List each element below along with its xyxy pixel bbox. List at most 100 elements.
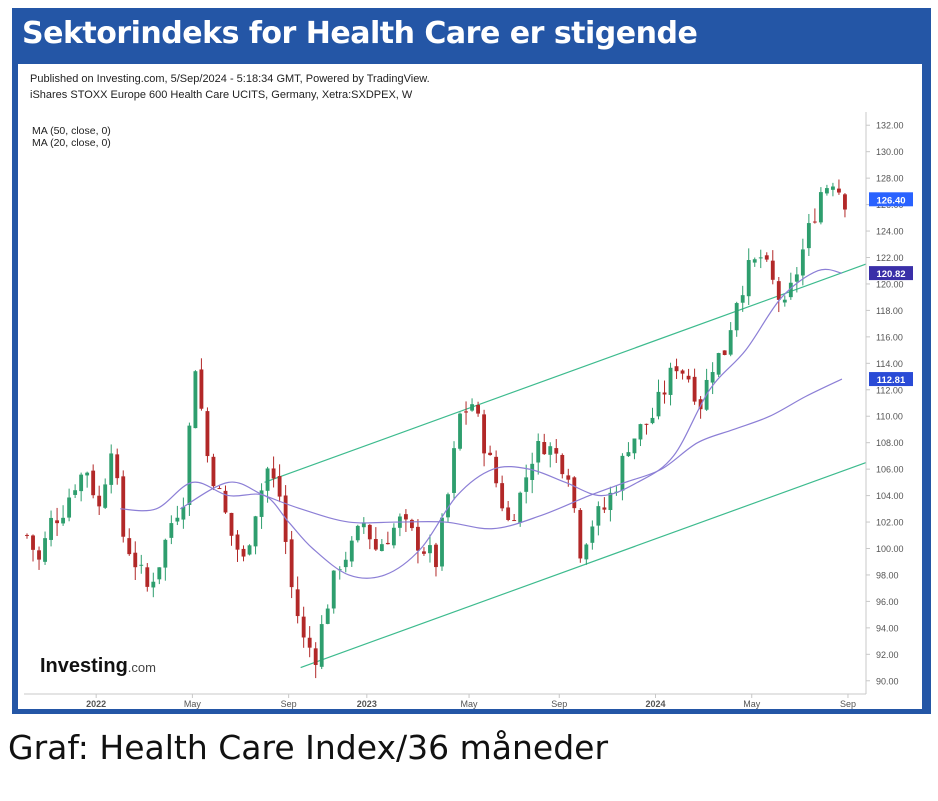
y-tick-label: 132.00 xyxy=(876,121,904,131)
candle-body xyxy=(566,475,571,480)
y-tick-label: 130.00 xyxy=(876,147,904,157)
candle-body xyxy=(843,194,847,210)
x-tick-label: 2022 xyxy=(86,699,106,709)
candle-body xyxy=(632,438,637,454)
y-tick-label: 124.00 xyxy=(876,227,904,237)
y-tick-label: 110.00 xyxy=(876,412,903,422)
candle-body xyxy=(680,370,685,374)
price-badge xyxy=(869,192,913,207)
candle-body xyxy=(31,535,35,550)
candle-body xyxy=(361,522,366,528)
candle-body xyxy=(169,523,174,538)
candle-body xyxy=(782,299,787,303)
candle-body xyxy=(470,404,474,411)
y-tick-label: 100.00 xyxy=(876,544,904,554)
candle-body xyxy=(127,538,132,555)
candle-body xyxy=(548,446,553,455)
candle-body xyxy=(686,375,691,380)
candle-body xyxy=(235,534,240,550)
candle-body xyxy=(217,488,222,490)
y-tick-label: 102.00 xyxy=(876,518,904,528)
x-tick-label: Sep xyxy=(281,699,297,709)
candle-body xyxy=(602,507,607,510)
candle-body xyxy=(55,520,60,524)
price-badge-label: 112.81 xyxy=(877,375,906,386)
candle-body xyxy=(674,366,679,372)
chart-header-published: Published on Investing.com, 5/Sep/2024 -… xyxy=(30,73,430,85)
candle-body xyxy=(818,192,823,223)
y-tick-label: 122.00 xyxy=(876,253,904,263)
candle-body xyxy=(379,544,384,552)
candle-body xyxy=(391,527,396,546)
candle-body xyxy=(530,463,535,480)
candle-body xyxy=(109,453,114,485)
candle-body xyxy=(385,542,390,545)
candle-body xyxy=(512,520,517,522)
candle-body xyxy=(145,567,150,587)
candle-body xyxy=(560,454,565,475)
candle-body xyxy=(115,454,120,479)
candle-body xyxy=(806,223,811,249)
y-tick-label: 106.00 xyxy=(876,465,904,475)
candle-body xyxy=(494,456,499,484)
candle-body xyxy=(373,539,378,550)
candle-body xyxy=(710,372,715,383)
candle-body xyxy=(175,517,180,522)
candle-body xyxy=(644,423,649,425)
candle-body xyxy=(211,456,216,487)
candle-body xyxy=(500,483,505,509)
candle-body xyxy=(800,249,805,276)
candle-body xyxy=(698,399,703,410)
x-tick-label: Sep xyxy=(551,699,567,709)
price-badge xyxy=(869,372,913,387)
candle-body xyxy=(301,616,306,638)
candle-body xyxy=(319,624,324,667)
candle-body xyxy=(97,495,102,507)
candle-body xyxy=(758,257,763,259)
candle-body xyxy=(572,477,577,509)
channel-upper-line xyxy=(264,263,867,483)
candle-body xyxy=(518,492,523,523)
x-tick-label: May xyxy=(184,699,202,709)
candle-body xyxy=(355,525,360,541)
candle-body xyxy=(157,567,162,580)
candle-body xyxy=(446,494,450,518)
candle-body xyxy=(253,516,258,547)
candle-body xyxy=(626,452,631,457)
candle-body xyxy=(752,259,757,263)
candle-body xyxy=(716,353,721,375)
candle-body xyxy=(458,413,462,449)
x-tick-label: Sep xyxy=(840,699,856,709)
candle-body xyxy=(247,545,252,555)
candle-body xyxy=(524,477,529,492)
candle-body xyxy=(608,492,613,511)
candle-body xyxy=(49,517,53,540)
candle-body xyxy=(584,544,589,560)
candle-body xyxy=(349,540,354,562)
candle-body xyxy=(476,405,481,414)
channel-lower-line xyxy=(300,461,867,669)
candle-body xyxy=(277,476,282,497)
candle-body xyxy=(331,570,336,609)
candle-body xyxy=(656,391,661,417)
candle-body xyxy=(313,648,318,665)
y-tick-label: 114.00 xyxy=(876,359,903,369)
candle-body xyxy=(43,538,47,562)
candle-body xyxy=(722,350,727,355)
candle-body xyxy=(403,514,408,520)
x-tick-label: 2023 xyxy=(357,699,377,709)
x-tick-label: May xyxy=(743,699,761,709)
candle-body xyxy=(229,512,234,536)
candle-body xyxy=(199,369,204,409)
candle-body xyxy=(770,260,775,280)
candle-body xyxy=(181,506,186,520)
candle-body xyxy=(728,330,733,355)
candle-body xyxy=(103,484,108,508)
candle-body xyxy=(133,552,138,568)
candle-body xyxy=(482,414,487,454)
legend-ma50: MA (50, close, 0) xyxy=(32,125,111,137)
candle-body xyxy=(223,490,228,513)
candle-body xyxy=(746,260,751,297)
candle-body xyxy=(740,295,745,303)
y-tick-label: 120.00 xyxy=(876,279,904,289)
